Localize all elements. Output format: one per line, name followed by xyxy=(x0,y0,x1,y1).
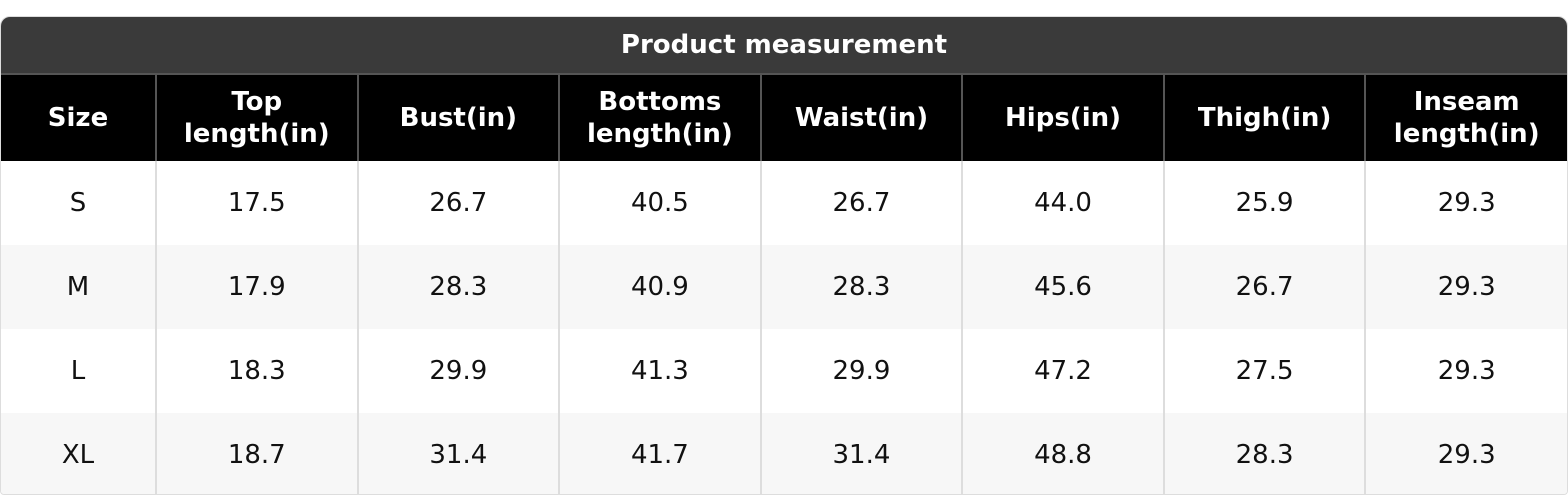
table-cell: 29.3 xyxy=(1364,413,1567,494)
table-row: M 17.9 28.3 40.9 28.3 45.6 26.7 29.3 xyxy=(1,245,1567,329)
measurement-card: Product measurement Size Top length(in) Bu… xyxy=(0,16,1568,495)
header-cell: Size xyxy=(1,73,156,161)
header-cell: Inseam length(in) xyxy=(1364,73,1567,161)
header-cell: Bottoms length(in) xyxy=(558,73,761,161)
table-row: L 18.3 29.9 41.3 29.9 47.2 27.5 29.3 xyxy=(1,329,1567,413)
table-cell: 29.9 xyxy=(356,329,560,413)
table-cell: 29.3 xyxy=(1364,329,1567,413)
header-cell: Thigh(in) xyxy=(1162,73,1366,161)
table-cell: 48.8 xyxy=(961,413,1164,494)
table-body: S 17.5 26.7 40.5 26.7 44.0 25.9 29.3 M 17.9 28.3 40… xyxy=(1,161,1567,494)
table-cell: 41.7 xyxy=(558,413,761,494)
table-cell: 18.7 xyxy=(155,413,358,494)
table-cell: L xyxy=(70,356,86,386)
table-cell: 17.5 xyxy=(155,161,358,245)
table-cell: S xyxy=(69,188,87,218)
table-cell: 29.3 xyxy=(1364,245,1567,329)
header-cell: Waist(in) xyxy=(759,73,963,161)
table-cell: 26.7 xyxy=(759,161,963,245)
table-cell: 28.3 xyxy=(1162,413,1366,494)
table-cell: 27.5 xyxy=(1162,329,1366,413)
header-cell: Bust(in) xyxy=(356,73,560,161)
table-cell: XL xyxy=(1,413,156,494)
table-cell: 41.3 xyxy=(558,329,761,413)
table-cell: 29.9 xyxy=(759,329,963,413)
table-cell: 26.7 xyxy=(356,161,560,245)
table-cell: 17.9 xyxy=(155,245,358,329)
table-cell: 25.9 xyxy=(1162,161,1366,245)
table-cell: 47.2 xyxy=(961,329,1164,413)
table-cell: 26.7 xyxy=(1162,245,1366,329)
table-row: XL 18.7 31.4 41.7 31.4 48.8 28.3 29.3 xyxy=(1,413,1567,494)
table-cell: 31.4 xyxy=(356,413,560,494)
table-cell: 45.6 xyxy=(961,245,1164,329)
table-cell: 28.3 xyxy=(356,245,560,329)
table-cell: 28.3 xyxy=(759,245,963,329)
table-header: Size Top length(in) Bust(in) Bottoms length… xyxy=(1,73,1567,161)
table-cell: 40.9 xyxy=(558,245,761,329)
table-cell: M xyxy=(1,245,156,329)
table-cell: 40.5 xyxy=(558,161,761,245)
header-cell: Hips(in) xyxy=(961,73,1164,161)
table-cell: 18.3 xyxy=(155,329,358,413)
table-row: S 17.5 26.7 40.5 26.7 44.0 25.9 29.3 xyxy=(1,161,1567,245)
table-cell: 31.4 xyxy=(759,413,963,494)
table-cell: 29.3 xyxy=(1364,161,1567,245)
table-cell: 44.0 xyxy=(961,161,1164,245)
header-row: Size Top length(in) Bust(in) Bottoms length… xyxy=(1,73,1567,161)
size-table: Size Top length(in) Bust(in) Bottoms length… xyxy=(1,73,1567,494)
table-title: Product measurement xyxy=(1,17,1567,73)
header-cell: Top length(in) xyxy=(155,73,358,161)
